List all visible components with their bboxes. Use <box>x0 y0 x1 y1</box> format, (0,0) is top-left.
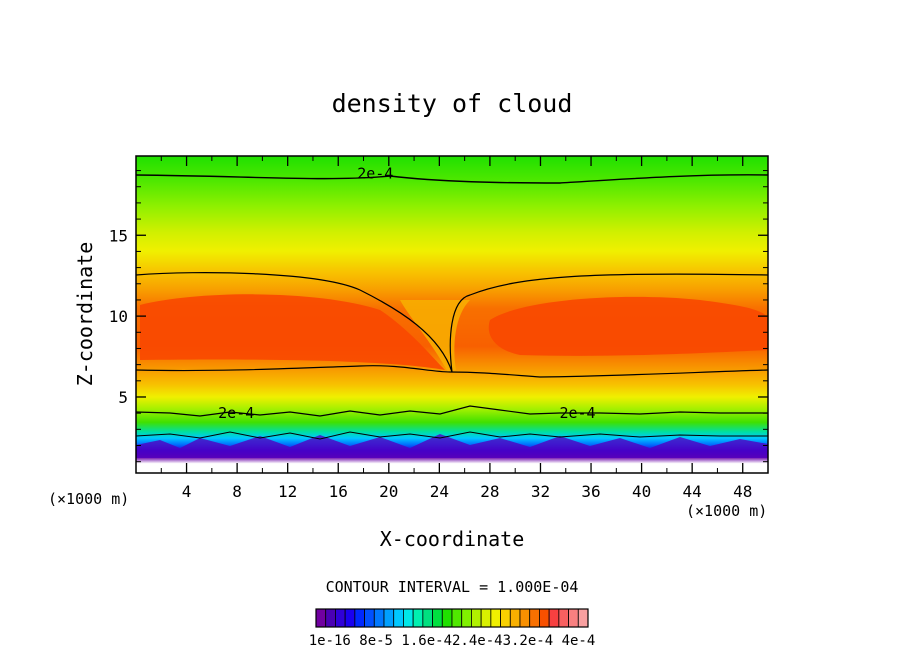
contour-bottom <box>136 405 768 417</box>
y-tick-label-15: 15 <box>109 226 128 245</box>
colorbar-swatch <box>548 608 560 628</box>
x-tick-label-48: 48 <box>733 482 752 501</box>
contour-label-0: 2e-4 <box>357 165 393 183</box>
contour-lowest <box>136 431 768 440</box>
colorbar-swatch <box>344 608 356 628</box>
colorbar-swatch <box>490 608 501 628</box>
x-unit-left: (×1000 m) <box>48 490 129 508</box>
colorbar-swatch <box>529 608 540 628</box>
x-tick-label-36: 36 <box>581 482 600 501</box>
colorbar-swatch <box>325 608 336 628</box>
colorbar-swatch <box>393 608 404 628</box>
colorbar-frame <box>315 608 589 628</box>
chart-title: density of cloud <box>332 89 573 118</box>
x-tick-label-24: 24 <box>430 482 449 501</box>
colorbar-swatch <box>432 608 443 628</box>
contour-interval-label: CONTOUR INTERVAL = 1.000E-04 <box>326 578 579 596</box>
y-tick-label-5: 5 <box>118 388 128 407</box>
colorbar-swatch <box>500 608 511 628</box>
colorbar-swatch <box>373 608 385 628</box>
core-left <box>140 294 445 370</box>
colorbar-swatch <box>480 608 492 628</box>
colorbar-swatch <box>471 608 482 628</box>
colorbar-swatch <box>354 608 365 628</box>
x-unit-right: (×1000 m) <box>686 502 767 520</box>
colorbar-swatch <box>558 608 569 628</box>
colorbar-swatch <box>335 608 346 628</box>
contour-labels: 2e-4 2e-4 2e-4 <box>218 165 595 422</box>
x-tick-label-4: 4 <box>182 482 192 501</box>
y-tick-label-10: 10 <box>109 307 128 326</box>
colorbar-swatch <box>509 608 521 628</box>
x-tick-label-44: 44 <box>683 482 702 501</box>
x-axis-ticks: 4 8 12 16 20 24 28 32 36 40 44 48 <box>160 156 752 501</box>
contour-label-1: 2e-4 <box>218 404 254 422</box>
contour-label-2: 2e-4 <box>559 404 595 422</box>
x-tick-label-32: 32 <box>531 482 550 501</box>
colorbar-swatch <box>519 608 531 628</box>
x-tick-label-8: 8 <box>232 482 242 501</box>
x-axis-label: X-coordinate <box>380 527 525 551</box>
plot-frame <box>135 155 769 474</box>
colorbar-swatch <box>403 608 414 628</box>
colorbar-swatch <box>315 608 327 628</box>
colorbar-swatch <box>441 608 453 628</box>
lower-ragged-band <box>136 434 768 458</box>
core-right <box>488 296 768 356</box>
x-tick-label-12: 12 <box>278 482 297 501</box>
colorbar-labels: 1e-16 8e-5 1.6e-42.4e-43.2e-4 4e-4 <box>309 633 596 649</box>
colorbar-swatch <box>461 608 472 628</box>
colorbar-swatch <box>364 608 375 628</box>
colorbar-swatch <box>422 608 433 628</box>
contour-top <box>136 174 768 184</box>
x-tick-label-16: 16 <box>329 482 348 501</box>
x-tick-label-20: 20 <box>379 482 398 501</box>
colorbar-swatch <box>451 608 463 628</box>
colorbar-swatch <box>577 608 589 628</box>
contour-lower <box>136 365 768 378</box>
y-axis-ticks: 5 10 15 <box>109 170 768 463</box>
x-tick-label-40: 40 <box>632 482 651 501</box>
colorbar-swatch <box>568 608 579 628</box>
colorbar <box>315 608 589 628</box>
colorbar-swatch <box>383 608 395 628</box>
x-tick-label-28: 28 <box>480 482 499 501</box>
colorbar-swatch <box>539 608 550 628</box>
y-axis-label: Z-coordinate <box>73 242 97 387</box>
colorbar-swatch <box>412 608 424 628</box>
